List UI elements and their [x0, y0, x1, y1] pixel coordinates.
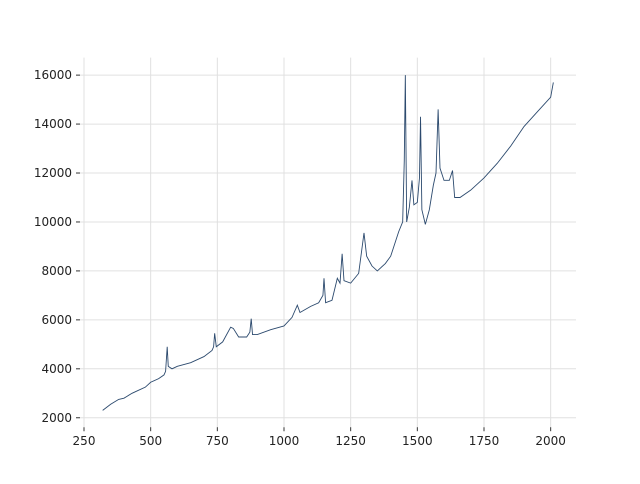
- x-tick-label: 1250: [335, 434, 366, 448]
- x-tick-label: 1000: [269, 434, 300, 448]
- y-tick-label: 16000: [34, 68, 72, 82]
- y-tick-label: 4000: [41, 362, 72, 376]
- x-tick-label: 1750: [469, 434, 500, 448]
- y-tick-label: 8000: [41, 264, 72, 278]
- x-tick-label: 750: [206, 434, 229, 448]
- x-tick-label: 2000: [535, 434, 566, 448]
- y-tick-label: 10000: [34, 215, 72, 229]
- y-tick-label: 14000: [34, 117, 72, 131]
- y-tick-label: 2000: [41, 411, 72, 425]
- y-tick-label: 12000: [34, 166, 72, 180]
- x-tick-label: 250: [73, 434, 96, 448]
- x-tick-label: 1500: [402, 434, 433, 448]
- x-tick-label: 500: [139, 434, 162, 448]
- y-tick-label: 6000: [41, 313, 72, 327]
- line: [102, 75, 554, 411]
